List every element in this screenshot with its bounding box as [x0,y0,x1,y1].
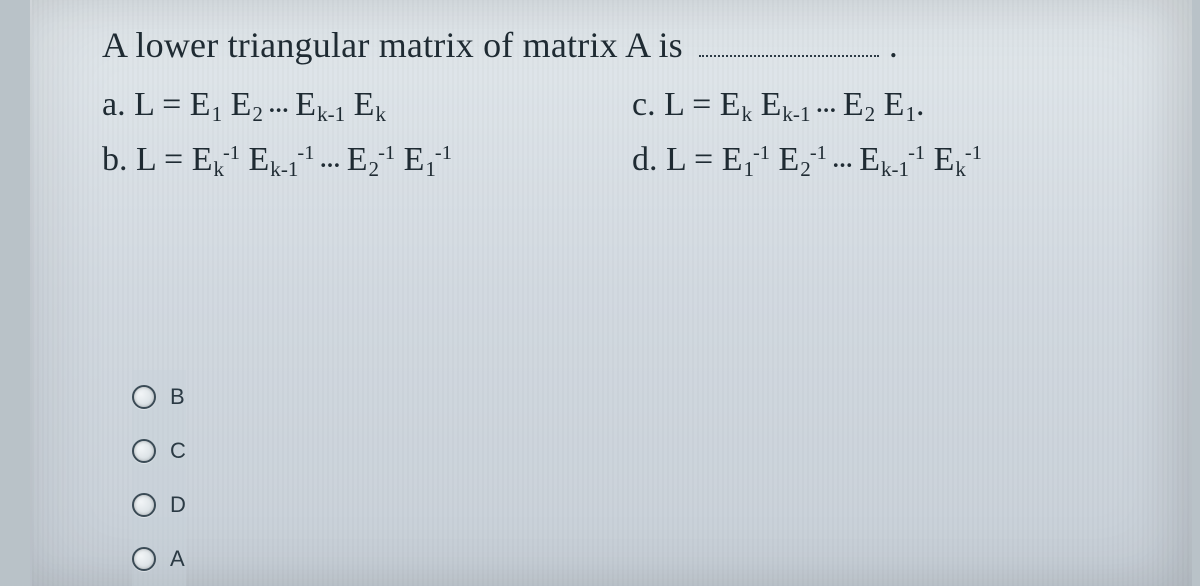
radio-icon[interactable] [132,439,156,463]
option-d-expr: E1-1 E2-1...Ek-1-1 Ek-1 [722,141,982,178]
question-stem-row: A lower triangular matrix of matrix A is… [102,24,1142,66]
option-a: a. L = E1 E2...Ek-1 Ek [102,86,622,127]
radio-icon[interactable] [132,547,156,571]
choice-label: A [170,546,185,572]
option-c: c. L = Ek Ek-1...E2 E1. [632,86,1200,127]
question-card: A lower triangular matrix of matrix A is… [30,0,1192,586]
option-c-letter: c. [632,86,656,123]
option-b-expr: Ek-1 Ek-1-1...E2-1 E1-1 [192,141,452,178]
option-d-letter: d. [632,141,658,178]
choice-row-d[interactable]: D [132,478,186,532]
option-a-letter: a. [102,86,126,123]
choice-label: B [170,384,185,410]
choice-list: B C D A [132,370,186,586]
question-stem: A lower triangular matrix of matrix A is [102,25,683,65]
choice-label: D [170,492,186,518]
option-d: d. L = E1-1 E2-1...Ek-1-1 Ek-1 [632,141,1200,182]
content-area: A lower triangular matrix of matrix A is… [32,0,1192,182]
choice-label: C [170,438,186,464]
option-c-trailing: . [916,86,925,123]
option-c-expr: Ek Ek-1...E2 E1. [720,86,925,123]
choice-row-a[interactable]: A [132,532,186,586]
option-a-expr: E1 E2...Ek-1 Ek [190,86,386,123]
radio-icon[interactable] [132,385,156,409]
choice-row-c[interactable]: C [132,424,186,478]
stem-period: . [889,25,898,65]
answer-options-grid: a. L = E1 E2...Ek-1 Ek c. L = Ek Ek-1...… [102,86,1142,182]
fill-blank [699,41,879,57]
option-b: b. L = Ek-1 Ek-1-1...E2-1 E1-1 [102,141,622,182]
option-b-letter: b. [102,141,128,178]
choice-row-b[interactable]: B [132,370,186,424]
radio-icon[interactable] [132,493,156,517]
